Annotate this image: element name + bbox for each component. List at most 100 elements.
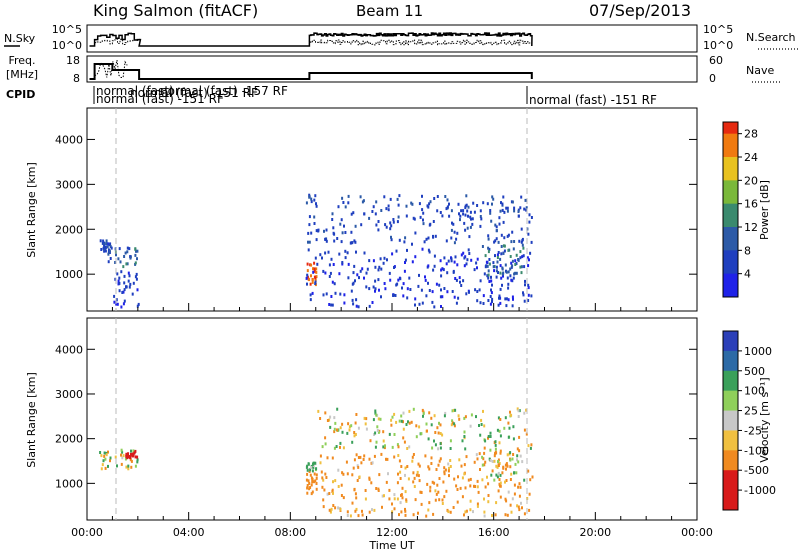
scatter-cell: [496, 465, 499, 469]
scatter-cell: [474, 485, 477, 488]
scatter-cell: [340, 218, 343, 222]
scatter-cell: [488, 280, 491, 283]
scatter-cell: [357, 465, 360, 469]
scatter-cell: [100, 248, 103, 251]
scatter-cell: [422, 411, 425, 415]
scatter-cell: [380, 267, 383, 271]
scatter-cell: [527, 232, 530, 236]
scatter-cell: [460, 209, 463, 213]
nsky-left-tick-bottom: 10^0: [52, 39, 82, 52]
scatter-cell: [473, 210, 476, 214]
scatter-cell: [315, 467, 318, 471]
scatter-cell: [472, 510, 474, 514]
scatter-cell: [314, 282, 317, 285]
scatter-cell: [499, 473, 502, 477]
scatter-cell: [465, 292, 468, 296]
velocity-colorbar-swatches: [723, 331, 738, 511]
x-tick-label: 12:00: [376, 526, 408, 539]
colorbar-tick-label: 1000: [744, 345, 772, 358]
scatter-cell: [347, 201, 350, 205]
scatter-cell: [382, 439, 385, 443]
scatter-cell: [354, 224, 357, 228]
scatter-cell: [331, 303, 334, 307]
scatter-cell: [507, 282, 510, 286]
scatter-cell: [463, 264, 466, 268]
scatter-cell: [466, 226, 469, 230]
scatter-cell: [374, 212, 377, 216]
colorbar-tick-label: 24: [744, 151, 758, 164]
scatter-cell: [400, 493, 403, 497]
scatter-cell: [315, 482, 318, 485]
scatter-cell: [523, 411, 526, 415]
scatter-cell: [489, 209, 492, 212]
scatter-cell: [417, 474, 420, 478]
scatter-cell: [316, 262, 319, 266]
scatter-cell: [459, 218, 461, 222]
scatter-cell: [531, 475, 534, 479]
scatter-cell: [374, 411, 377, 415]
scatter-cell: [341, 261, 344, 264]
scatter-cell: [418, 464, 421, 468]
scatter-cell: [501, 202, 504, 206]
scatter-cell: [305, 478, 308, 482]
scatter-cell: [436, 426, 439, 430]
scatter-cell: [397, 278, 400, 282]
scatter-cell: [513, 272, 516, 276]
scatter-cell: [354, 279, 356, 283]
scatter-cell: [384, 287, 387, 291]
scatter-cell: [391, 510, 394, 514]
scatter-cell: [498, 429, 501, 433]
scatter-cell: [374, 431, 377, 435]
scatter-cell: [365, 427, 368, 431]
scatter-cell: [136, 460, 139, 464]
scatter-cell: [113, 294, 116, 298]
scatter-cell: [510, 261, 513, 265]
scatter-cell: [355, 507, 358, 511]
scatter-cell: [107, 464, 109, 468]
scatter-cell: [404, 236, 407, 240]
scatter-cell: [522, 291, 524, 295]
scatter-cell: [524, 198, 527, 202]
scatter-cell: [516, 447, 519, 451]
scatter-cell: [517, 415, 520, 418]
scatter-cell: [463, 513, 465, 517]
scatter-cell: [529, 251, 532, 255]
velocity-panel: 1000 2000 3000 4000 00:00 04:00 08:00 12:00 16:…: [25, 317, 713, 552]
scatter-cell: [503, 210, 506, 214]
scatter-cell: [324, 442, 327, 446]
scatter-cell: [492, 261, 495, 265]
scatter-cell: [501, 266, 504, 270]
scatter-cell: [306, 472, 309, 476]
scatter-cell: [483, 446, 486, 450]
velocity-scatter: [99, 407, 534, 518]
scatter-cell: [484, 460, 487, 464]
scatter-cell: [338, 272, 341, 276]
scatter-cell: [99, 451, 102, 454]
colorbar-tick-label: 20: [744, 174, 758, 187]
scatter-cell: [443, 472, 446, 476]
scatter-cell: [334, 291, 337, 295]
scatter-cell: [310, 231, 313, 235]
scatter-cell: [340, 494, 343, 497]
scatter-cell: [430, 416, 433, 420]
scatter-cell: [136, 288, 139, 292]
scatter-cell: [512, 297, 514, 301]
scatter-cell: [344, 249, 347, 253]
scatter-cell: [377, 268, 380, 272]
scatter-cell: [452, 506, 455, 509]
scatter-cell: [497, 489, 500, 493]
scatter-cell: [521, 243, 524, 247]
scatter-cell: [456, 500, 459, 504]
scatter-cell: [383, 256, 386, 260]
scatter-cell: [309, 293, 312, 297]
scatter-cell: [510, 240, 513, 244]
scatter-cell: [478, 452, 481, 456]
scatter-cell: [480, 418, 483, 422]
scatter-cell: [498, 216, 501, 220]
scatter-cell: [374, 265, 377, 269]
scatter-cell: [498, 294, 501, 298]
scatter-cell: [415, 435, 418, 439]
scatter-cell: [462, 251, 465, 255]
scatter-cell: [461, 476, 464, 480]
scatter-cell: [385, 225, 388, 229]
